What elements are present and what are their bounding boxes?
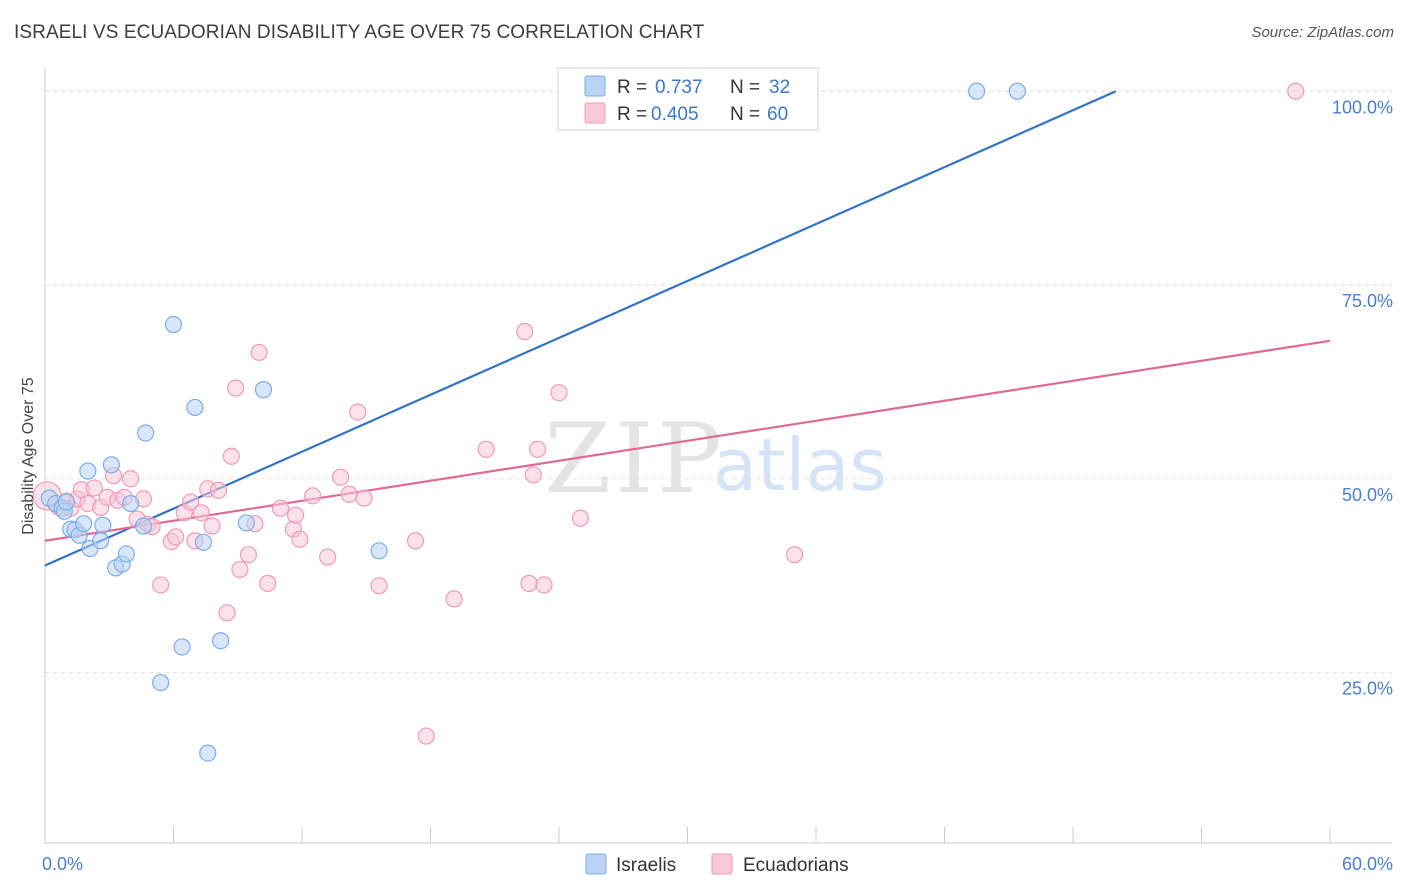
point-ecuadorians xyxy=(406,532,425,550)
point-ecuadorians xyxy=(535,576,553,594)
point-ecuadorians xyxy=(218,604,236,622)
grid-lines xyxy=(45,90,1392,673)
point-israelis xyxy=(968,82,986,100)
bottom-legend-label-israelis: Israelis xyxy=(616,855,676,876)
point-ecuadorians xyxy=(550,384,568,402)
point-ecuadorians xyxy=(349,403,367,421)
legend-r-value-israelis: 0.737 xyxy=(655,77,703,98)
point-ecuadorians xyxy=(259,574,277,592)
legend-r-label-ecuadorians: R = xyxy=(617,104,652,125)
chart-title: ISRAELI VS ECUADORIAN DISABILITY AGE OVE… xyxy=(14,22,705,43)
y-axis-title: Disability Age Over 75 xyxy=(20,377,37,535)
series-legend: Israelis Ecuadorians xyxy=(585,853,849,876)
point-ecuadorians xyxy=(192,504,210,522)
point-ecuadorians xyxy=(319,548,337,566)
point-israelis xyxy=(57,493,76,511)
point-ecuadorians xyxy=(85,479,103,497)
point-ecuadorians xyxy=(355,489,373,507)
y-tick-label: 50.0% xyxy=(1342,485,1393,505)
point-ecuadorians xyxy=(203,517,221,535)
legend-swatch-israelis xyxy=(584,75,606,97)
tick-labels: 25.0% 50.0% 75.0% 100.0% 0.0% 60.0% xyxy=(42,97,1393,874)
watermark-atlas: atlas xyxy=(713,423,887,507)
point-ecuadorians xyxy=(122,470,140,488)
legend-r-label-israelis: R = xyxy=(617,77,652,98)
point-israelis xyxy=(370,542,388,560)
point-israelis xyxy=(186,398,204,417)
trendline-ecuadorians xyxy=(44,339,1331,542)
x-tick-label: 0.0% xyxy=(42,854,83,874)
bottom-legend-swatch-israelis xyxy=(585,853,607,875)
legend-n-label-ecuadorians: N = xyxy=(730,104,765,125)
point-ecuadorians xyxy=(152,576,170,594)
y-tick-label: 75.0% xyxy=(1342,291,1393,311)
axes xyxy=(44,68,1392,844)
point-israelis xyxy=(102,456,120,474)
point-israelis xyxy=(74,515,93,533)
point-ecuadorians xyxy=(520,574,538,592)
point-israelis xyxy=(122,494,140,513)
point-ecuadorians xyxy=(477,440,495,458)
legend-n-label-israelis: N = xyxy=(730,77,765,98)
point-ecuadorians xyxy=(524,466,542,484)
point-ecuadorians xyxy=(331,468,350,486)
point-ecuadorians xyxy=(340,485,358,503)
legend-r-value-ecuadorians: 0.405 xyxy=(651,104,699,125)
point-ecuadorians xyxy=(250,343,268,362)
x-tick-label: 60.0% xyxy=(1342,854,1393,874)
point-ecuadorians xyxy=(370,577,388,595)
point-israelis xyxy=(94,516,112,534)
point-ecuadorians xyxy=(571,509,590,527)
point-israelis xyxy=(137,424,155,442)
point-ecuadorians xyxy=(231,560,249,579)
point-israelis xyxy=(134,517,153,535)
point-israelis xyxy=(173,638,191,656)
point-ecuadorians xyxy=(209,481,228,499)
point-ecuadorians xyxy=(528,440,547,458)
point-israelis xyxy=(254,381,273,399)
point-ecuadorians xyxy=(1287,82,1305,100)
point-ecuadorians xyxy=(286,506,305,524)
point-ecuadorians xyxy=(785,546,804,564)
point-israelis xyxy=(237,514,255,532)
data-points xyxy=(32,82,1305,762)
correlation-legend: R = 0.737 N = 32 R = 0.405 N = 60 xyxy=(557,67,819,131)
legend-n-value-israelis: 32 xyxy=(769,77,790,98)
point-ecuadorians xyxy=(417,727,435,745)
point-israelis xyxy=(194,533,213,551)
point-ecuadorians xyxy=(167,528,185,546)
point-ecuadorians xyxy=(291,530,309,548)
point-ecuadorians xyxy=(271,499,290,517)
point-ecuadorians xyxy=(239,546,258,564)
point-ecuadorians xyxy=(182,493,200,511)
point-ecuadorians xyxy=(516,322,534,341)
bottom-legend-label-ecuadorians: Ecuadorians xyxy=(743,855,849,876)
y-tick-label: 100.0% xyxy=(1332,97,1393,117)
legend-n-value-ecuadorians: 60 xyxy=(767,104,788,125)
point-israelis xyxy=(164,315,183,334)
point-ecuadorians xyxy=(445,590,463,608)
bottom-legend-swatch-ecuadorians xyxy=(711,853,733,875)
point-israelis xyxy=(199,744,217,762)
point-ecuadorians xyxy=(304,487,322,505)
point-israelis xyxy=(212,632,230,650)
source-label: Source: ZipAtlas.com xyxy=(1251,24,1394,41)
point-israelis xyxy=(152,673,170,692)
point-israelis xyxy=(79,462,97,480)
point-ecuadorians xyxy=(222,447,240,465)
point-ecuadorians xyxy=(227,379,245,397)
legend-swatch-ecuadorians xyxy=(584,102,606,124)
point-israelis xyxy=(92,532,110,550)
y-tick-label: 25.0% xyxy=(1342,679,1393,699)
point-israelis xyxy=(1008,82,1026,100)
point-israelis xyxy=(117,545,135,563)
